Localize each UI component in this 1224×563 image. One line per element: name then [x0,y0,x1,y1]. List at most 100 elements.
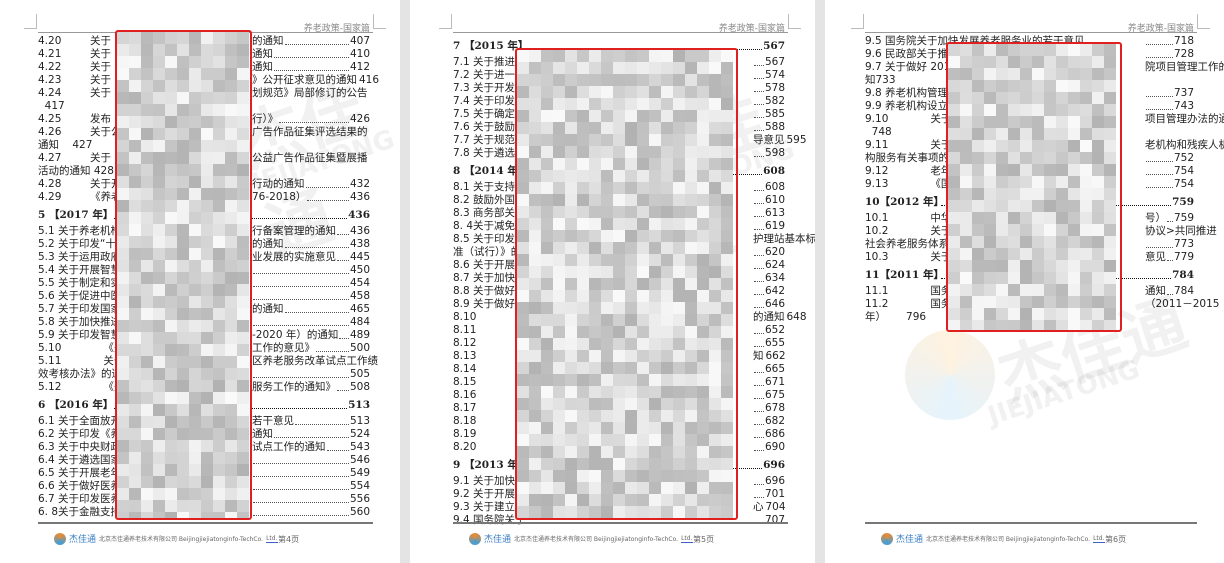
toc-entry[interactable]: 5.1 关于养老机构 行备案管理的通知 436 [38,225,370,238]
toc-entry[interactable]: 7.1 关于推进医 567 [453,56,785,69]
toc-entry-tail: 试点工作的通知 543 [252,441,370,454]
mosaic-cell [237,464,249,476]
mosaic-cell [141,116,153,128]
toc-entry[interactable]: 9.2 关于开展公 701 [453,488,785,501]
toc-entry[interactable]: 5.8 关于加快推进 484 [38,316,370,329]
toc-entry[interactable]: 4.24 关于 划规范》局部修订的公告 [38,87,370,100]
mosaic-cell [541,74,553,86]
toc-entry[interactable]: 通知 427 [38,139,370,152]
toc-entry[interactable]: 6.1 关于全面放开 若干意见 513 [38,415,370,428]
toc-page-number: 560 [349,506,370,518]
toc-entry[interactable]: 5.2 关于印发“十三 的通知 438 [38,238,370,251]
mosaic-cell [625,314,637,326]
mosaic-cell [589,146,601,158]
mosaic-cell [1092,104,1104,116]
toc-entry[interactable]: 6.6 关于做好医养 554 [38,480,370,493]
mosaic-cell [541,98,553,110]
toc-entry[interactable]: 4.27 关于 公益广告作品征集暨展播 [38,152,370,165]
mosaic-cell [565,278,577,290]
mosaic-cell [589,350,601,362]
toc-entry[interactable]: 7.6 关于鼓励民 588 [453,121,785,134]
mosaic-cell [529,434,541,446]
toc-entry[interactable]: 7.3 关于开发性 578 [453,82,785,95]
toc-entry-title: 5.7 关于印发国家 [38,303,122,315]
toc-entry[interactable]: 6.5 关于开展老年人 549 [38,467,370,480]
toc-entry[interactable]: 知733 [865,74,1194,87]
toc-entry[interactable]: 6. 8关于金融支持 560 [38,506,370,519]
toc-entry[interactable]: 7.5 关于确定计 585 [453,108,785,121]
toc-entry[interactable]: 5.4 关于开展智慧 450 [38,264,370,277]
toc-entry[interactable]: 年） 796 [865,311,1194,324]
toc-entry[interactable]: 9.9 养老机构设立许 743 [865,100,1194,113]
toc-entry[interactable]: 5.3 关于运用政府 业发展的实施意见 445 [38,251,370,264]
mosaic-cell [613,230,625,242]
mosaic-cell [517,434,529,446]
toc-entry[interactable]: 6.7 关于印发医养 556 [38,493,370,506]
mosaic-cell [661,350,673,362]
toc-entry-tail: 608 [753,181,785,194]
mosaic-cell [1008,224,1020,236]
mosaic-cell [1092,116,1104,128]
toc-entry[interactable]: 4.21 关于 通知 410 [38,48,370,61]
mosaic-cell [517,194,529,206]
mosaic-cell [129,428,141,440]
mosaic-cell [201,284,213,296]
toc-entry[interactable]: 准（试行）》的 620 [453,246,785,259]
toc-entry[interactable]: 748 [865,126,1194,139]
mosaic-cell [1020,272,1032,284]
toc-entry[interactable]: 4.28 关于开 行动的通知 432 [38,178,370,191]
toc-entry-title-end: 项目管理办法的通知 [1145,113,1224,125]
toc-entry[interactable]: 4.20 关于 的通知 407 [38,35,370,48]
toc-entry[interactable]: 4.26 关于公 广告作品征集评选结果的 [38,126,370,139]
toc-entry[interactable]: 8.6 关于开展养 624 [453,259,785,272]
mosaic-cell [189,248,201,260]
mosaic-cell [237,176,249,188]
toc-entry[interactable]: 5.5 关于制定和实 454 [38,277,370,290]
mosaic-cell [1092,164,1104,176]
toc-entry[interactable]: 4.23 关于 》公开征求意见的通知 416 [38,74,379,87]
toc-entry[interactable]: 4.22 关于 通知 412 [38,61,370,74]
toc-entry[interactable]: 8.7 关于加快推 634 [453,272,785,285]
mosaic-cell [972,68,984,80]
toc-entry[interactable]: 8.5 关于印发《 护理站基本标 [453,233,815,246]
toc-entry[interactable]: 7.7 关于规范养 导意见 595 [453,134,807,147]
toc-entry[interactable]: 4.29 《养老 76-2018） 436 [38,191,370,204]
toc-entry[interactable]: 7.8 关于遴选全 598 [453,147,785,160]
mosaic-cell [189,116,201,128]
toc-entry[interactable]: 7.2 关于进一步 574 [453,69,785,82]
mosaic-cell [697,110,709,122]
mosaic-cell [577,62,589,74]
toc-entry[interactable]: 活动的通知 428 [38,165,370,178]
toc-entry-tail: 554 [252,480,370,493]
toc-entry-tail: 728 [1145,48,1194,61]
toc-entry[interactable]: 4.25 发布《 行）》 426 [38,113,370,126]
mosaic-cell [1032,284,1044,296]
toc-entry[interactable]: 9.3 关于建立养心 704 [453,501,786,514]
toc-entry[interactable]: 构服务有关事项的 752 [865,152,1194,165]
toc-entry[interactable]: 6.2 关于印发《养老 通知 524 [38,428,370,441]
footer-rule [453,522,788,524]
toc-entry[interactable]: 社会养老服务体系 773 [865,238,1194,251]
toc-entry[interactable]: 417 [38,100,370,113]
mosaic-cell [1068,116,1080,128]
mosaic-cell [165,248,177,260]
toc-entry[interactable]: 6.3 关于中央财政 试点工作的通知 543 [38,441,370,454]
mosaic-cell [649,146,661,158]
toc-entry[interactable]: 5.12 《关于 服务工作的通知》 508 [38,381,370,394]
toc-entry[interactable]: 9.8 养老机构管理办 737 [865,87,1194,100]
dot-leader [337,251,349,261]
redacted-mosaic [117,32,250,518]
toc-entry[interactable]: 6.4 关于遴选国家 546 [38,454,370,467]
toc-entry[interactable]: 8.8 关于做好政 642 [453,285,785,298]
toc-entry-number: 11.2 [865,298,889,310]
toc-entry[interactable]: 5.9 关于印发智慧 -2020 年）的通知 489 [38,329,370,342]
mosaic-cell [165,44,177,56]
mosaic-cell [117,140,129,152]
mosaic-cell [697,398,709,410]
mosaic-cell [1008,296,1020,308]
toc-entry[interactable]: 效考核办法》的通 505 [38,368,370,381]
toc-entry[interactable]: 5.6 关于促进中医 458 [38,290,370,303]
toc-entry[interactable]: 5.7 关于印发国家 的通知 465 [38,303,370,316]
mosaic-cell [517,122,529,134]
mosaic-cell [517,350,529,362]
